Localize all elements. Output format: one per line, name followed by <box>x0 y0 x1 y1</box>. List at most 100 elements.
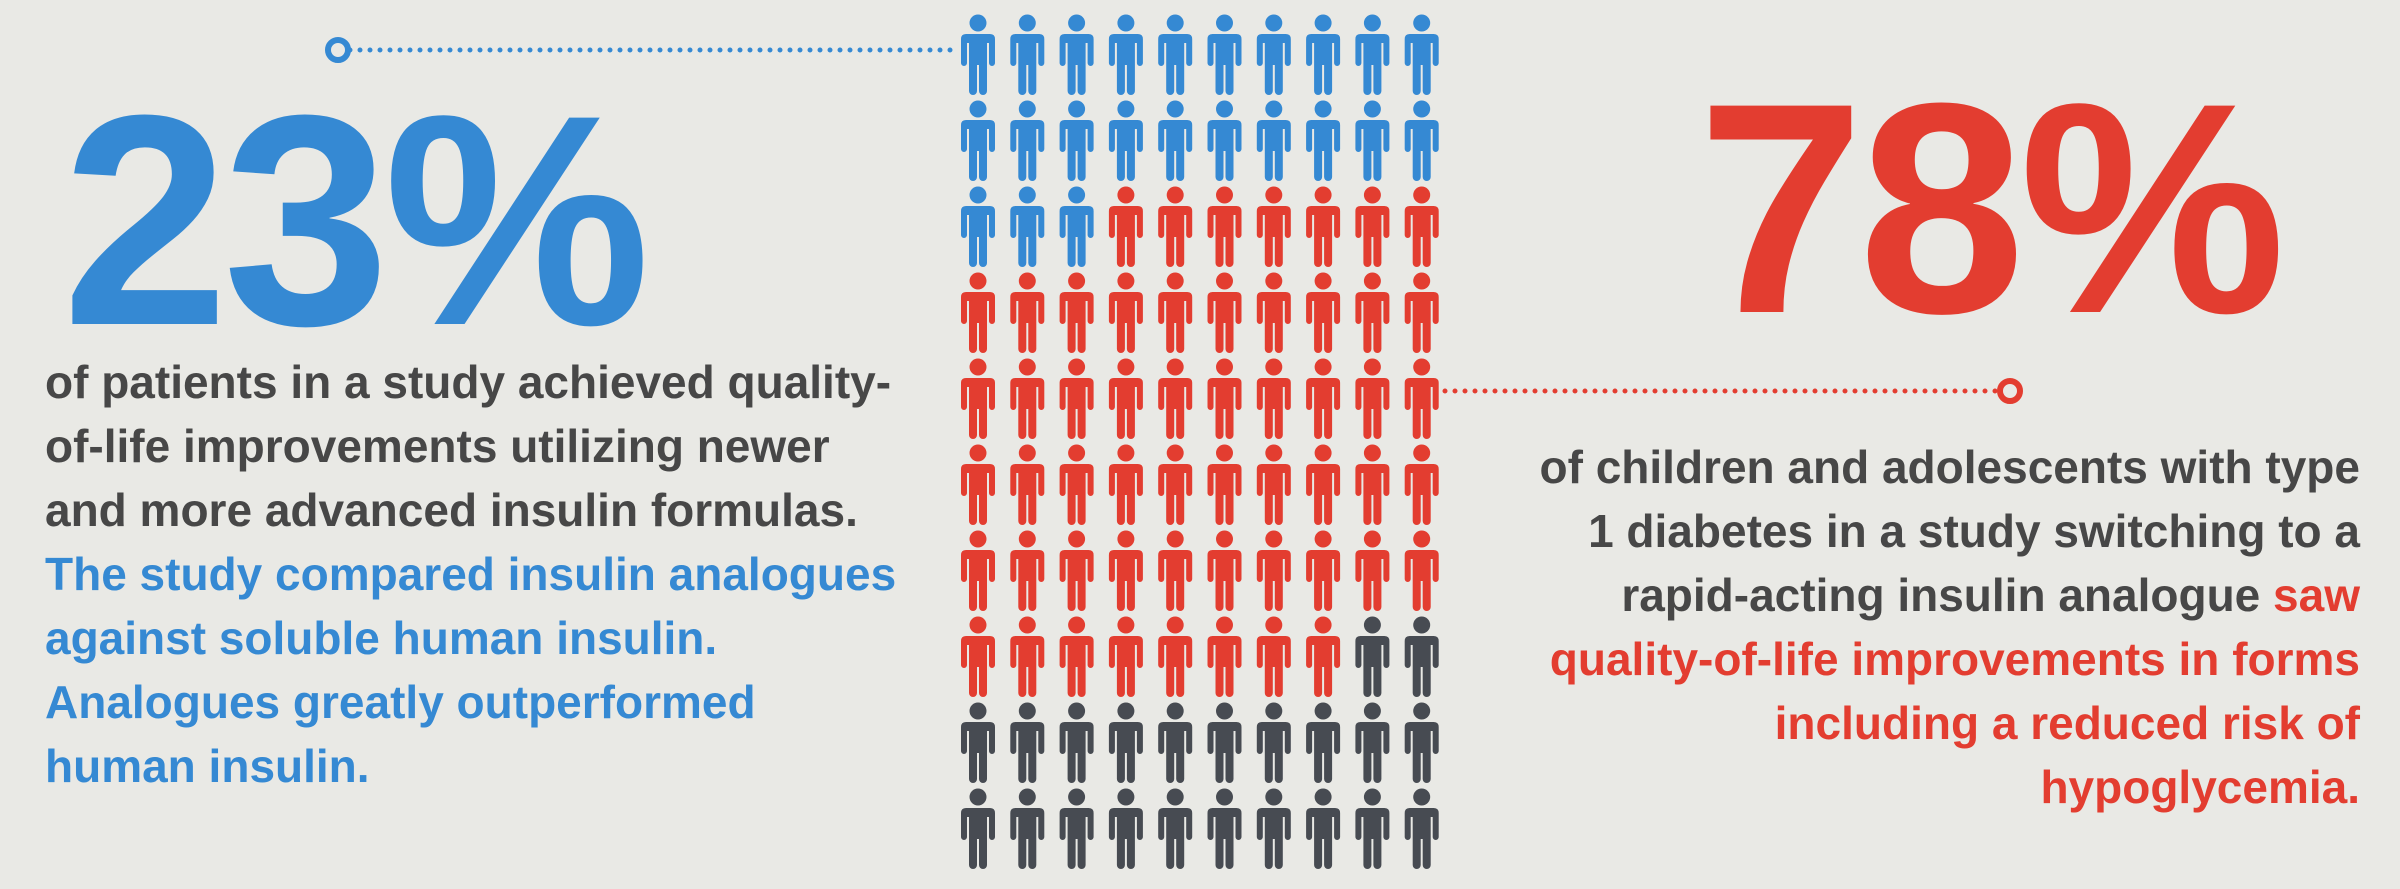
person-head <box>1018 444 1036 462</box>
person-icon <box>1059 186 1094 267</box>
person-body <box>1108 464 1143 525</box>
person-icon <box>1158 272 1193 353</box>
person-head <box>1363 444 1381 462</box>
person-head <box>1314 358 1332 376</box>
person-body <box>1256 636 1291 697</box>
person-body <box>1010 464 1045 525</box>
person-icon <box>1207 14 1242 95</box>
person-icon <box>1158 444 1193 525</box>
person-icon <box>1306 444 1341 525</box>
person-body <box>1010 808 1045 869</box>
person-icon <box>1306 272 1341 353</box>
person-body <box>1404 120 1439 181</box>
person-head <box>1117 100 1135 118</box>
person-head <box>1314 444 1332 462</box>
person-body <box>961 378 995 439</box>
person-body <box>1108 206 1143 267</box>
person-icon <box>1158 702 1193 783</box>
person-icon <box>1010 444 1045 525</box>
person-head <box>1117 702 1135 720</box>
person-head <box>1068 100 1086 118</box>
person-head <box>1413 272 1431 290</box>
person-icon <box>1010 272 1045 353</box>
person-body <box>1059 206 1094 267</box>
person-body <box>1158 292 1193 353</box>
person-body <box>1256 550 1291 611</box>
person-icon <box>1355 100 1390 181</box>
person-body <box>961 808 995 869</box>
person-icon <box>1404 616 1439 697</box>
person-body <box>1207 464 1242 525</box>
person-icon <box>1404 702 1439 783</box>
person-head <box>1363 186 1381 204</box>
person-icon <box>1010 100 1045 181</box>
person-head <box>1265 14 1283 32</box>
right-highlight: saw quality-of-life improvements in form… <box>1549 569 2360 813</box>
person-head <box>969 186 987 204</box>
person-icon <box>1158 530 1193 611</box>
person-head <box>1068 272 1086 290</box>
person-icon <box>1404 530 1439 611</box>
person-head <box>1265 100 1283 118</box>
person-head <box>1314 788 1332 806</box>
person-body <box>1059 292 1094 353</box>
person-head <box>1314 272 1332 290</box>
person-icon <box>1010 358 1045 439</box>
person-head <box>1166 788 1184 806</box>
person-icon <box>1256 444 1291 525</box>
person-head <box>1265 616 1283 634</box>
person-icon <box>961 14 995 95</box>
person-body <box>1108 34 1143 95</box>
right-text: of children and adolescents with type 1 … <box>1520 435 2360 819</box>
person-body <box>961 292 995 353</box>
person-head <box>1068 444 1086 462</box>
person-body <box>1059 34 1094 95</box>
person-icon <box>1108 788 1143 869</box>
left-body: of patients in a study achieved quality-… <box>45 356 892 536</box>
person-body <box>1355 378 1390 439</box>
person-icon <box>1207 788 1242 869</box>
person-head <box>1314 100 1332 118</box>
person-body <box>1207 808 1242 869</box>
person-body <box>1306 120 1341 181</box>
person-body <box>1059 378 1094 439</box>
person-body <box>1404 292 1439 353</box>
person-icon <box>1355 358 1390 439</box>
person-body <box>1256 292 1291 353</box>
person-body <box>1256 34 1291 95</box>
person-icon <box>1059 14 1094 95</box>
person-icon <box>1108 272 1143 353</box>
person-body <box>1355 636 1390 697</box>
person-icon <box>1207 358 1242 439</box>
person-head <box>1265 186 1283 204</box>
person-icon <box>1207 100 1242 181</box>
person-icon <box>1108 100 1143 181</box>
person-body <box>1355 120 1390 181</box>
person-head <box>1413 530 1431 548</box>
person-icon <box>1059 530 1094 611</box>
person-head <box>969 358 987 376</box>
person-body <box>1059 808 1094 869</box>
person-icon <box>1355 702 1390 783</box>
person-head <box>1265 272 1283 290</box>
person-icon <box>1256 530 1291 611</box>
person-icon <box>1207 616 1242 697</box>
person-body <box>1207 206 1242 267</box>
person-head <box>969 788 987 806</box>
person-icon <box>1108 530 1143 611</box>
person-icon <box>961 788 995 869</box>
person-body <box>1207 722 1242 783</box>
person-head <box>1363 358 1381 376</box>
person-head <box>1117 186 1135 204</box>
person-body <box>1256 808 1291 869</box>
person-body <box>1256 206 1291 267</box>
person-body <box>961 120 995 181</box>
person-body <box>1158 722 1193 783</box>
person-head <box>1314 14 1332 32</box>
person-head <box>1363 272 1381 290</box>
person-body <box>1059 464 1094 525</box>
person-body <box>1404 206 1439 267</box>
person-head <box>1166 616 1184 634</box>
person-icon <box>1158 14 1193 95</box>
